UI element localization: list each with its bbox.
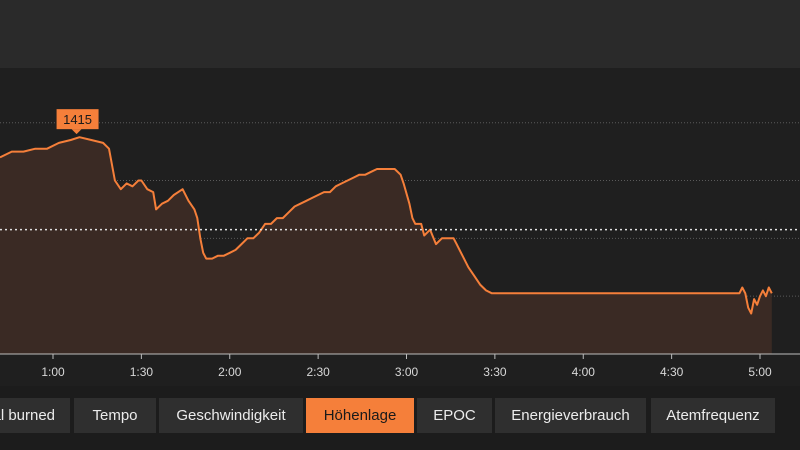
x-axis-ticks: 1:00 1:30 2:00 2:30 3:00 3:30 4:00 4:30 5:00 <box>41 354 772 379</box>
altitude-chart: 1:00 1:30 2:00 2:30 3:00 3:30 4:00 4:30 5:00 141… <box>0 68 800 386</box>
tab-tempo[interactable]: Tempo <box>74 398 156 433</box>
x-tick-label: 3:00 <box>395 365 419 379</box>
tab-epoc[interactable]: EPOC <box>417 398 492 433</box>
x-tick-label: 4:30 <box>660 365 684 379</box>
max-marker-label: 1415 <box>63 112 92 127</box>
metric-tabs: Kcal burnedTempoGeschwindigkeitHöhenlage… <box>0 386 800 450</box>
x-tick-label: 2:30 <box>306 365 330 379</box>
max-marker-box <box>56 109 99 130</box>
x-tick-label: 2:00 <box>218 365 242 379</box>
altitude-line <box>0 136 773 315</box>
max-marker-pointer <box>71 129 82 135</box>
altitude-chart-svg: 1:00 1:30 2:00 2:30 3:00 3:30 4:00 4:30 5:00 141… <box>0 109 800 379</box>
tab-energieverbrauch[interactable]: Energieverbrauch <box>495 398 646 433</box>
x-tick-label: 4:00 <box>572 365 596 379</box>
x-tick-label: 5:00 <box>748 365 772 379</box>
top-bar <box>0 0 800 68</box>
x-tick-label: 1:30 <box>130 365 154 379</box>
x-tick-label: 1:00 <box>41 365 65 379</box>
max-marker[interactable]: 1415 <box>56 109 99 135</box>
tab-geschwindigkeit[interactable]: Geschwindigkeit <box>159 398 303 433</box>
tab-atemfrequenz[interactable]: Atemfrequenz <box>651 398 775 433</box>
tab-kcal-burned[interactable]: Kcal burned <box>0 398 70 433</box>
tab-höhenlage[interactable]: Höhenlage <box>306 398 414 433</box>
altitude-area <box>0 137 772 354</box>
x-tick-label: 3:30 <box>483 365 507 379</box>
